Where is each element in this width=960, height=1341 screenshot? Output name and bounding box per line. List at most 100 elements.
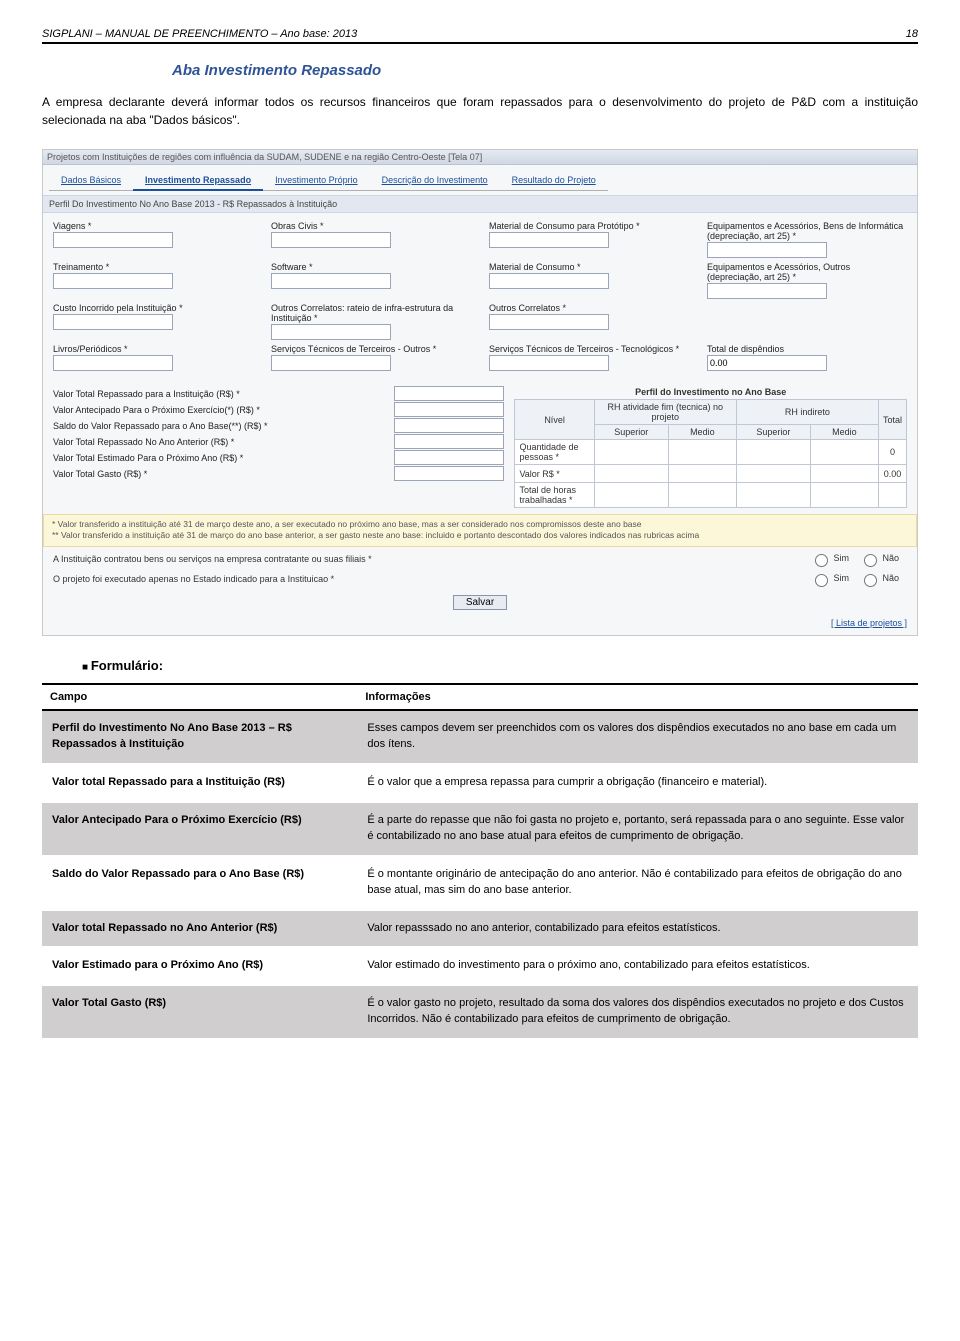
r1c: Valor total Repassado para a Instituição… xyxy=(42,764,357,802)
in-viagens[interactable] xyxy=(53,232,173,248)
th-info: Informações xyxy=(357,684,918,710)
q1-sim[interactable] xyxy=(815,554,828,567)
r2i: É a parte do repasse que não foi gasta n… xyxy=(357,802,918,856)
lbl-out-rateio: Outros Correlatos: rateio de infra-estru… xyxy=(271,303,471,323)
screenshot-panel: Projetos com Instituições de regiões com… xyxy=(42,149,918,636)
pr0: Quantidade de pessoas * xyxy=(515,440,594,465)
tab-bar: Dados Básicos Investimento Repassado Inv… xyxy=(49,171,911,191)
ph-s2: Medio xyxy=(668,425,736,440)
lr5-in[interactable] xyxy=(394,466,504,481)
r0i: Esses campos devem ser preenchidos com o… xyxy=(357,710,918,764)
in-livros[interactable] xyxy=(53,355,173,371)
subheader: Perfil Do Investimento No Ano Base 2013 … xyxy=(43,195,917,213)
valor-list: Valor Total Repassado para a Instituição… xyxy=(53,385,504,508)
r1i: É o valor que a empresa repassa para cum… xyxy=(357,764,918,802)
lr2: Saldo do Valor Repassado para o Ano Base… xyxy=(53,421,386,431)
pr2t xyxy=(878,483,906,508)
th-campo: Campo xyxy=(42,684,357,710)
tab-descricao-investimento[interactable]: Descrição do Investimento xyxy=(370,171,500,191)
lr5: Valor Total Gasto (R$) * xyxy=(53,469,386,479)
formulario-label: Formulário: xyxy=(82,658,918,673)
doc-header: SIGPLANI – MANUAL DE PREENCHIMENTO – Ano… xyxy=(42,28,918,44)
r0c: Perfil do Investimento No Ano Base 2013 … xyxy=(42,710,357,764)
note2: ** Valor transferido a instituição até 3… xyxy=(52,530,908,541)
q1-sim-lbl: Sim xyxy=(833,553,849,563)
lbl-equip-out: Equipamentos e Acessórios, Outros (depre… xyxy=(707,262,907,282)
r2c: Valor Antecipado Para o Próximo Exercíci… xyxy=(42,802,357,856)
ph-s1: Superior xyxy=(594,425,668,440)
lbl-obras: Obras Civis * xyxy=(271,221,471,231)
lr1-in[interactable] xyxy=(394,402,504,417)
in-out-corr[interactable] xyxy=(489,314,609,330)
in-serv-tec[interactable] xyxy=(489,355,609,371)
in-custo-inst[interactable] xyxy=(53,314,173,330)
lbl-mat-prot: Material de Consumo para Protótipo * xyxy=(489,221,689,231)
q2: O projeto foi executado apenas no Estado… xyxy=(53,574,334,584)
ph-g1: RH atividade fim (tecnica) no projeto xyxy=(594,400,736,425)
pr2c[interactable] xyxy=(741,489,806,502)
pr2a[interactable] xyxy=(599,489,664,502)
lbl-viagens: Viagens * xyxy=(53,221,253,231)
tab-resultado-projeto[interactable]: Resultado do Projeto xyxy=(500,171,608,191)
in-out-rateio[interactable] xyxy=(271,324,391,340)
pr0c[interactable] xyxy=(741,446,806,459)
lr2-in[interactable] xyxy=(394,418,504,433)
lr0-in[interactable] xyxy=(394,386,504,401)
in-trein[interactable] xyxy=(53,273,173,289)
lbl-serv-out: Serviços Técnicos de Terceiros - Outros … xyxy=(271,344,471,354)
lr4-in[interactable] xyxy=(394,450,504,465)
pr0a[interactable] xyxy=(599,446,664,459)
lr0: Valor Total Repassado para a Instituição… xyxy=(53,389,386,399)
pr1: Valor R$ * xyxy=(515,465,594,483)
in-serv-out[interactable] xyxy=(271,355,391,371)
in-mat-prot[interactable] xyxy=(489,232,609,248)
in-mat-cons[interactable] xyxy=(489,273,609,289)
q1-nao[interactable] xyxy=(864,554,877,567)
in-obras[interactable] xyxy=(271,232,391,248)
pr2b[interactable] xyxy=(673,489,732,502)
pr2d[interactable] xyxy=(815,489,874,502)
in-soft[interactable] xyxy=(271,273,391,289)
ph-s3: Superior xyxy=(736,425,810,440)
lr3: Valor Total Repassado No Ano Anterior (R… xyxy=(53,437,386,447)
q2-nao[interactable] xyxy=(864,574,877,587)
r5c: Valor Estimado para o Próximo Ano (R$) xyxy=(42,947,357,985)
in-equip-inf[interactable] xyxy=(707,242,827,258)
tab-investimento-proprio[interactable]: Investimento Próprio xyxy=(263,171,370,191)
pr1d[interactable] xyxy=(815,467,874,480)
lbl-soft: Software * xyxy=(271,262,471,272)
r3i: É o montante originário de antecipação d… xyxy=(357,856,918,910)
r5i: Valor estimado do investimento para o pr… xyxy=(357,947,918,985)
pr0d[interactable] xyxy=(815,446,874,459)
fields-grid: Viagens * Obras Civis * Material de Cons… xyxy=(43,213,917,379)
perfil-title: Perfil do Investimento no Ano Base xyxy=(514,385,907,399)
doc-header-left: SIGPLANI – MANUAL DE PREENCHIMENTO – Ano… xyxy=(42,28,357,40)
pr1c[interactable] xyxy=(741,467,806,480)
r4i: Valor repasssado no ano anterior, contab… xyxy=(357,910,918,948)
lr3-in[interactable] xyxy=(394,434,504,449)
lbl-out-corr: Outros Correlatos * xyxy=(489,303,689,313)
pr1b[interactable] xyxy=(673,467,732,480)
ph-tot: Total xyxy=(878,400,906,440)
ph-s4: Medio xyxy=(810,425,878,440)
lr1: Valor Antecipado Para o Próximo Exercíci… xyxy=(53,405,386,415)
lista-projetos-link[interactable]: [ Lista de projetos ] xyxy=(831,618,907,628)
tab-investimento-repassado[interactable]: Investimento Repassado xyxy=(133,171,263,191)
info-table: Campo Informações Perfil do Investimento… xyxy=(42,683,918,1038)
ph-g2: RH indireto xyxy=(736,400,878,425)
q2-sim-lbl: Sim xyxy=(833,573,849,583)
r4c: Valor total Repassado no Ano Anterior (R… xyxy=(42,910,357,948)
lbl-total-disp: Total de dispêndios xyxy=(707,344,907,354)
in-equip-out[interactable] xyxy=(707,283,827,299)
r3c: Saldo do Valor Repassado para o Ano Base… xyxy=(42,856,357,910)
q1-nao-lbl: Não xyxy=(882,553,899,563)
r6i: É o valor gasto no projeto, resultado da… xyxy=(357,985,918,1038)
save-button[interactable]: Salvar xyxy=(453,595,507,610)
q2-sim[interactable] xyxy=(815,574,828,587)
tab-dados-basicos[interactable]: Dados Básicos xyxy=(49,171,133,191)
pr2: Total de horas trabalhadas * xyxy=(515,483,594,508)
in-total-disp xyxy=(707,355,827,371)
pr0t: 0 xyxy=(878,440,906,465)
pr0b[interactable] xyxy=(673,446,732,459)
pr1a[interactable] xyxy=(599,467,664,480)
